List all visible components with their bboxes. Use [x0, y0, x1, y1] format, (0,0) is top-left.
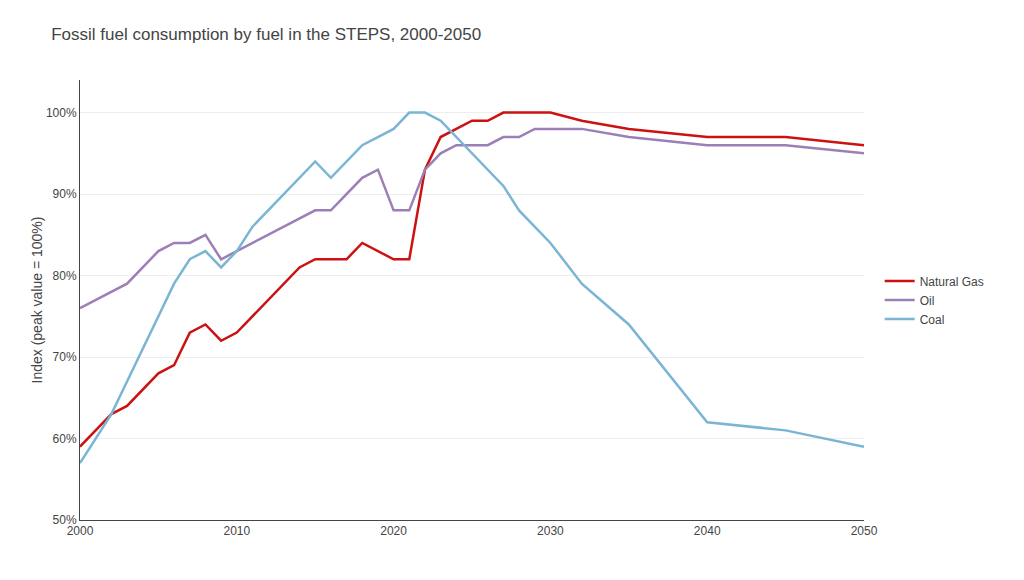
- svg-text:Coal: Coal: [920, 313, 945, 327]
- svg-text:80%: 80%: [53, 269, 77, 283]
- svg-text:Oil: Oil: [920, 294, 935, 308]
- svg-text:70%: 70%: [53, 350, 77, 364]
- svg-text:Fossil fuel consumption by fue: Fossil fuel consumption by fuel in the S…: [51, 25, 481, 44]
- svg-text:2040: 2040: [694, 524, 721, 538]
- svg-text:50%: 50%: [53, 513, 77, 527]
- svg-text:2010: 2010: [223, 524, 250, 538]
- svg-text:Natural Gas: Natural Gas: [920, 275, 984, 289]
- svg-text:2000: 2000: [67, 524, 94, 538]
- svg-text:90%: 90%: [53, 187, 77, 201]
- svg-text:2020: 2020: [380, 524, 407, 538]
- svg-text:60%: 60%: [53, 432, 77, 446]
- svg-text:2050: 2050: [851, 524, 878, 538]
- svg-text:100%: 100%: [46, 106, 77, 120]
- svg-text:Index (peak value = 100%): Index (peak value = 100%): [29, 217, 45, 384]
- svg-text:2030: 2030: [537, 524, 564, 538]
